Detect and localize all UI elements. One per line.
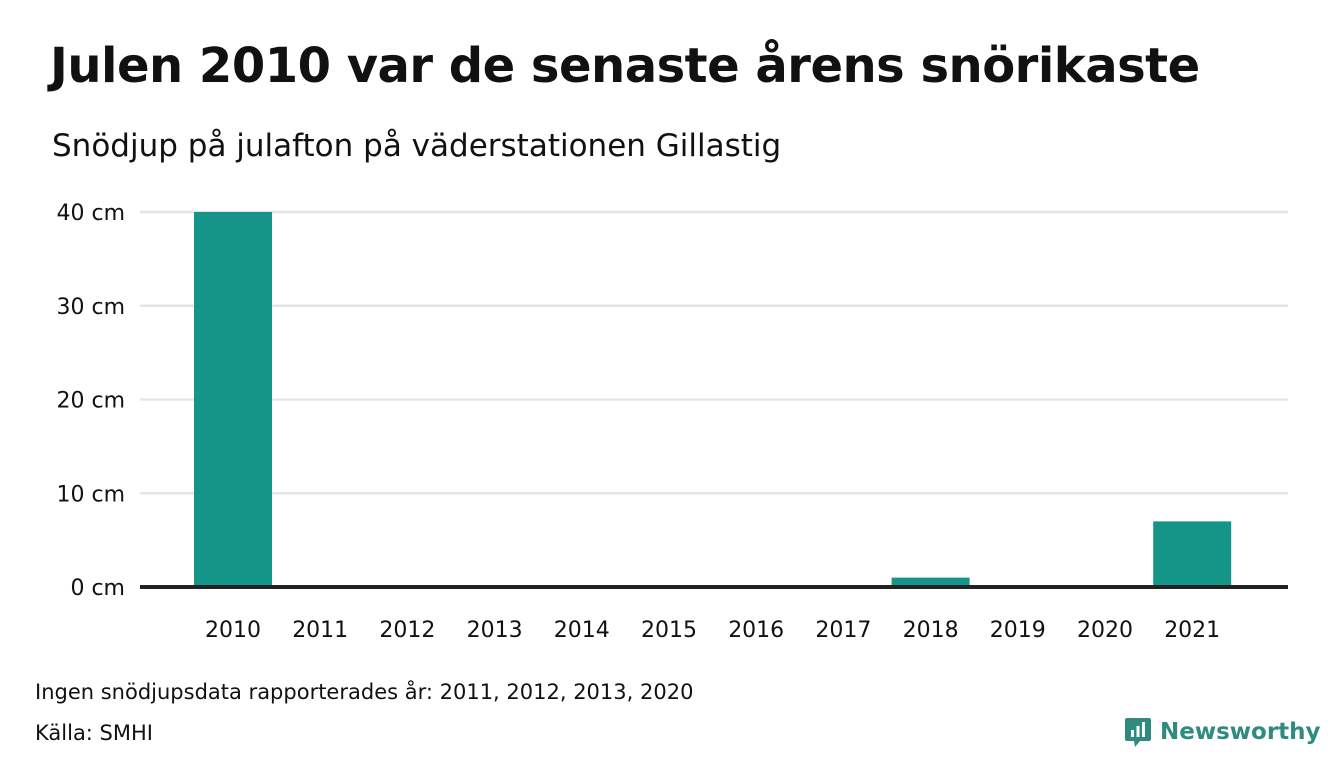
x-tick-label: 2018 — [903, 618, 959, 643]
bars — [194, 212, 1232, 587]
source-label: Källa: SMHI — [35, 721, 153, 745]
x-tick-label: 2016 — [728, 618, 784, 643]
bar-2010 — [194, 212, 272, 587]
y-tick-label: 30 cm — [56, 295, 125, 320]
bar-2018 — [891, 577, 970, 587]
newsworthy-logo-icon — [1125, 718, 1151, 747]
x-tick-label: 2013 — [467, 618, 523, 643]
brand-name: Newsworthy — [1160, 719, 1321, 745]
chart-subtitle: Snödjup på julafton på väderstationen Gi… — [52, 128, 782, 164]
y-axis-labels: 0 cm 10 cm 20 cm 30 cm 40 cm — [56, 201, 125, 601]
x-tick-label: 2014 — [554, 618, 610, 643]
grid-lines — [140, 210, 1288, 495]
y-tick-label: 20 cm — [56, 389, 125, 414]
y-tick-label: 10 cm — [56, 482, 125, 507]
bar-2021 — [1153, 521, 1232, 587]
x-tick-label: 2017 — [815, 618, 871, 643]
x-tick-label: 2021 — [1164, 618, 1220, 643]
missing-data-note: Ingen snödjupsdata rapporterades år: 201… — [35, 680, 694, 704]
newsworthy-brand: Newsworthy — [1124, 716, 1321, 748]
x-tick-label: 2011 — [292, 618, 348, 643]
x-tick-label: 2010 — [205, 618, 261, 643]
x-tick-label: 2019 — [990, 618, 1046, 643]
x-tick-label: 2015 — [641, 618, 697, 643]
x-tick-label: 2020 — [1077, 618, 1133, 643]
chart-title: Julen 2010 var de senaste årens snörikas… — [50, 38, 1200, 94]
y-tick-label: 40 cm — [56, 201, 125, 226]
x-axis-labels: 2010 2011 2012 2013 2014 2015 2016 2017 2018 2019… — [205, 618, 1220, 643]
x-tick-label: 2012 — [379, 618, 435, 643]
y-tick-label: 0 cm — [70, 576, 125, 601]
